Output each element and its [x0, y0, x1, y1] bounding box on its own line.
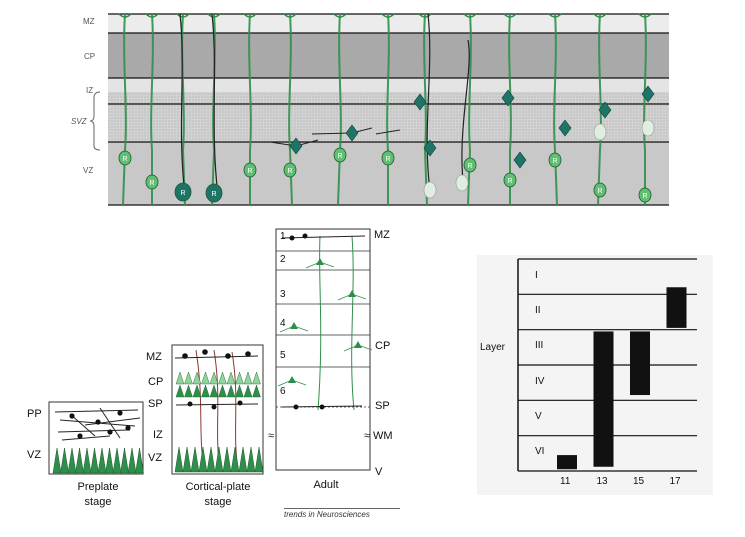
- cp-caption: Cortical-plate stage: [168, 480, 268, 510]
- svg-text:R: R: [211, 191, 216, 198]
- svg-text:R: R: [247, 168, 252, 175]
- layer-label-mz: MZ: [83, 17, 95, 26]
- preplate-label-pp: PP: [27, 408, 42, 420]
- svg-text:R: R: [642, 193, 647, 200]
- chart-layer-label: V: [535, 411, 542, 422]
- cp-label-cp: CP: [148, 376, 164, 388]
- adult-layer-1: 1: [280, 231, 286, 242]
- credit-rule: [284, 508, 400, 509]
- svg-text:R: R: [149, 180, 154, 187]
- adult-layer-6: 6: [280, 386, 286, 397]
- preplate-caption-line1: Preplate: [77, 481, 119, 493]
- svg-text:R: R: [287, 168, 292, 175]
- adult-label-mz: MZ: [374, 229, 390, 241]
- layer-label-svz: SVZ: [71, 117, 87, 126]
- cp-label-sp: SP: [148, 398, 163, 410]
- svg-text:R: R: [122, 156, 127, 163]
- adult-caption: Adult: [313, 479, 339, 491]
- adult-label-wm: WM: [373, 430, 393, 442]
- svg-text:R: R: [180, 190, 185, 197]
- chart-bar: [557, 455, 577, 470]
- adult-layer-3: 3: [280, 289, 286, 300]
- chart-layer-label: II: [535, 305, 541, 316]
- svg-text:R: R: [507, 178, 512, 185]
- svg-text:R: R: [467, 163, 472, 170]
- chart-layer-label: VI: [535, 446, 545, 458]
- preplate-label-vz: VZ: [27, 449, 42, 461]
- layer-label-cp: CP: [84, 52, 96, 61]
- chart-x-tick-label: 17: [669, 476, 681, 487]
- chart-bar: [593, 331, 614, 467]
- svg-text:R: R: [597, 188, 602, 195]
- chart-layer-label: IV: [535, 375, 545, 387]
- cp-label-vz: VZ: [148, 452, 163, 464]
- adult-layer-4: 4: [280, 318, 286, 329]
- chart-x-tick-label: 13: [596, 476, 608, 487]
- cp-caption-line1: Cortical-plate: [185, 481, 251, 493]
- adult-label-v: V: [375, 466, 383, 478]
- svg-text:R: R: [337, 153, 342, 160]
- chart-ylabel: Layer: [480, 342, 506, 353]
- cp-caption-line2: stage: [204, 496, 232, 508]
- chart-layer-label: III: [535, 340, 544, 352]
- adult-label-sp: SP: [375, 400, 390, 412]
- chart-bar: [630, 331, 650, 396]
- svg-text:R: R: [552, 158, 557, 165]
- chart-bar: [666, 287, 687, 328]
- chart-x-tick-label: 15: [633, 476, 645, 487]
- svg-text:R: R: [385, 156, 390, 163]
- adult-break-mark-left: ≈: [268, 430, 275, 442]
- adult-layer-5: 5: [280, 350, 286, 361]
- preplate-caption: Preplate stage: [58, 480, 138, 510]
- adult-layer-2: 2: [280, 254, 286, 265]
- preplate-caption-line2: stage: [84, 496, 112, 508]
- cp-label-iz: IZ: [153, 429, 163, 441]
- chart-layer-label: I: [535, 269, 538, 281]
- adult-label-cp: CP: [375, 340, 391, 352]
- cp-label-mz: MZ: [146, 351, 162, 363]
- adult-break-mark-right: ≈: [364, 430, 371, 442]
- credit-text: trends in Neurosciences: [284, 510, 370, 519]
- layer-label-iz: IZ: [86, 86, 94, 95]
- layer-label-vz: VZ: [83, 166, 94, 175]
- chart-x-tick-label: 11: [560, 476, 571, 487]
